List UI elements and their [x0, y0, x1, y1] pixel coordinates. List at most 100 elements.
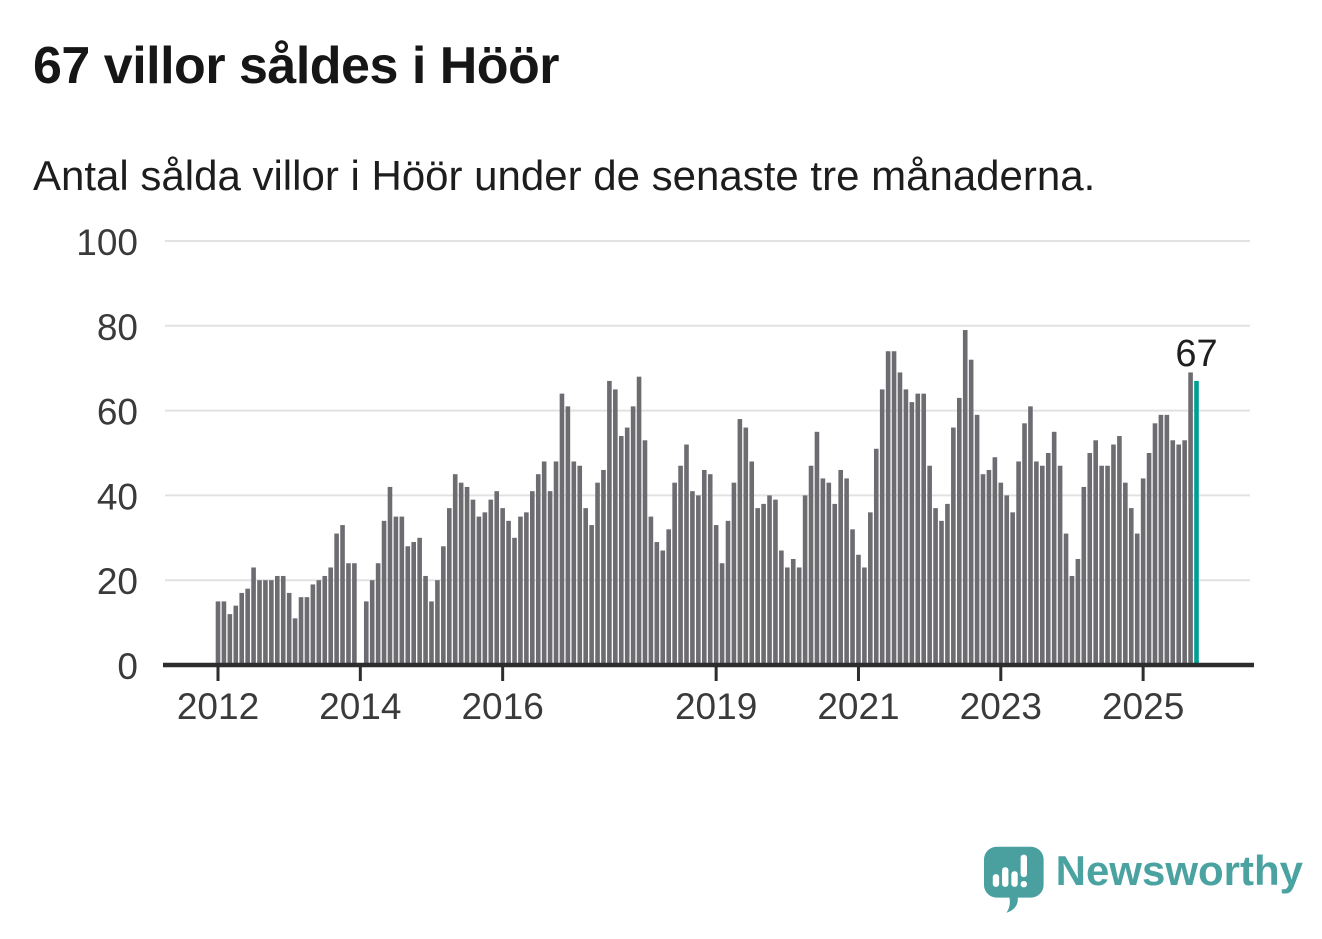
bar: [429, 601, 434, 665]
bar: [322, 575, 328, 665]
bar: [1057, 465, 1063, 665]
bar: [921, 393, 927, 665]
bar-value-annotation: 67: [1175, 333, 1217, 375]
bar: [1152, 423, 1158, 665]
bar: [215, 601, 221, 665]
bar: [648, 516, 654, 665]
bar: [903, 389, 909, 665]
bar: [601, 469, 606, 665]
bar: [951, 427, 956, 665]
bar: [547, 491, 553, 665]
bar: [369, 580, 375, 665]
x-axis-tick-label: 2025: [1102, 686, 1184, 727]
bar: [1182, 440, 1187, 665]
bar: [441, 546, 446, 665]
logo-exclamation-dot: [1020, 880, 1027, 888]
bar: [227, 614, 233, 665]
bar: [1164, 414, 1170, 665]
y-axis-tick-label: 100: [76, 222, 138, 263]
bar: [696, 495, 701, 665]
bar: [393, 516, 399, 665]
bar: [897, 372, 903, 665]
bar: [446, 508, 452, 665]
bar: [850, 529, 855, 665]
bar: [340, 525, 345, 665]
bar: [1034, 461, 1039, 665]
page-title: 67 villor såldes i Höör: [33, 37, 560, 95]
highlighted-bar: [1194, 380, 1199, 665]
bar: [553, 461, 559, 665]
bar: [642, 440, 648, 665]
bar: [731, 482, 737, 665]
bar: [245, 588, 250, 665]
bar: [678, 465, 683, 665]
bar: [1022, 423, 1027, 665]
bar: [577, 465, 583, 665]
bar: [334, 533, 339, 665]
bar: [755, 508, 760, 665]
bar: [488, 499, 494, 665]
bar: [535, 474, 541, 665]
bar: [986, 469, 992, 665]
bar: [933, 508, 938, 665]
bar: [945, 503, 950, 665]
bar: [1045, 453, 1051, 665]
y-axis-tick-label: 40: [97, 476, 138, 517]
bar: [221, 601, 227, 665]
bar: [749, 461, 755, 665]
bar: [613, 389, 618, 665]
bar: [939, 520, 944, 665]
bar: [868, 512, 873, 665]
bar: [571, 461, 577, 665]
bar: [820, 478, 826, 665]
bar: [707, 474, 713, 665]
bar: [873, 448, 879, 665]
bar: [808, 465, 814, 665]
bar: [624, 427, 630, 665]
bar: [1093, 440, 1098, 665]
bar: [684, 444, 689, 665]
bar: [814, 431, 820, 665]
bar: [1117, 436, 1122, 665]
chart-subtitle: Antal sålda villor i Höör under de senas…: [33, 152, 1096, 199]
bar: [512, 537, 517, 665]
bar: [346, 563, 351, 665]
bar: [328, 567, 333, 665]
bar: [541, 461, 547, 665]
bar: [1004, 495, 1010, 665]
bar: [1087, 453, 1093, 665]
bar: [506, 520, 511, 665]
bar: [666, 529, 671, 665]
bar: [257, 580, 262, 665]
logo-bar-3: [1011, 871, 1018, 887]
bar: [476, 516, 482, 665]
bar: [286, 592, 292, 665]
bar: [1040, 465, 1045, 665]
bar: [1081, 486, 1087, 665]
y-axis-tick-label: 80: [97, 307, 138, 348]
bar: [891, 351, 897, 665]
bar: [743, 427, 749, 665]
bar: [1170, 440, 1176, 665]
bar: [452, 474, 458, 665]
bar: [1176, 444, 1182, 665]
bar: [773, 499, 778, 665]
bar: [879, 389, 885, 665]
x-axis-tick-label: 2014: [319, 686, 401, 727]
x-axis-tick-label: 2019: [675, 686, 757, 727]
bar: [316, 580, 322, 665]
bar: [785, 567, 790, 665]
logo-bar-1: [992, 874, 1000, 887]
bar: [470, 499, 476, 665]
bar: [269, 580, 274, 665]
bar: [1158, 414, 1164, 665]
bar: [1188, 372, 1193, 665]
newsworthy-logo-icon: [983, 846, 1044, 913]
bar: [1128, 508, 1134, 665]
bar: [381, 520, 387, 665]
bar: [524, 512, 529, 665]
bar: [1075, 559, 1081, 665]
bar: [956, 397, 962, 665]
bar: [292, 618, 298, 665]
